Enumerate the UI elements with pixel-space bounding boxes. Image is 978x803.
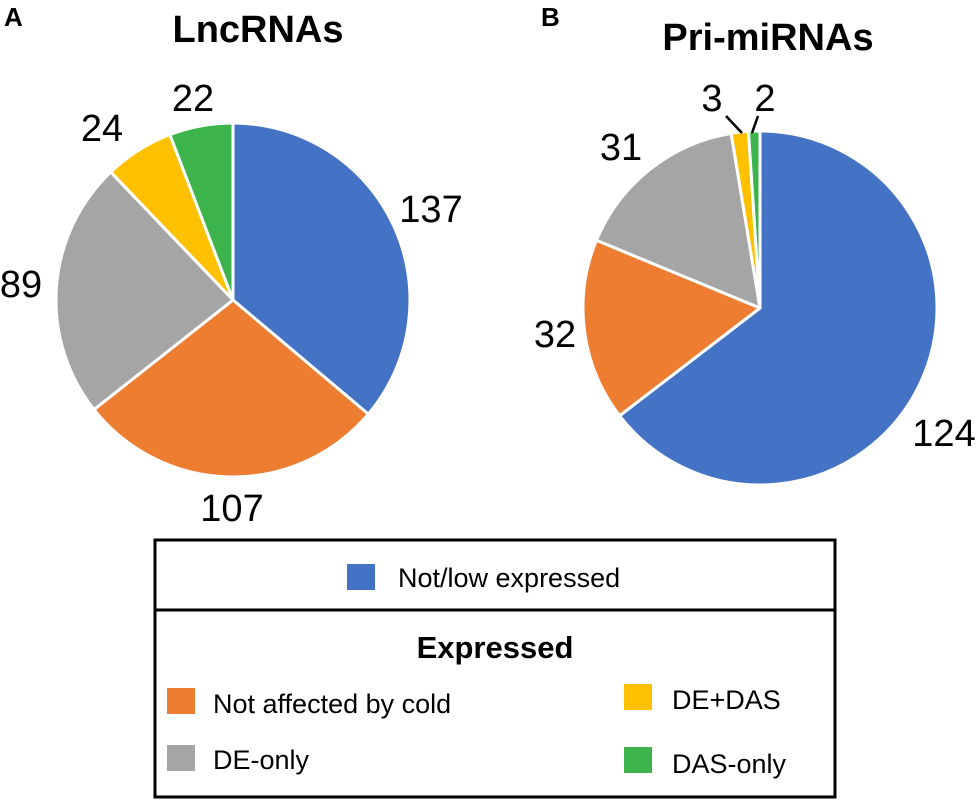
legend-swatch-not-affected-by-cold [167, 688, 195, 714]
legend-label-not-low-expressed: Not/low expressed [398, 563, 620, 593]
pie-value-label-not-low-expressed: 124 [912, 413, 975, 455]
legend-label-not-affected-by-cold: Not affected by cold [213, 689, 451, 719]
pie-slice-das-only [168, 121, 235, 302]
legend-heading-expressed: Expressed [417, 630, 574, 665]
legend-swatch-das-only [624, 747, 652, 773]
pie-value-label-not-affected-by-cold: 32 [534, 314, 576, 356]
legend-swatch-de-das [624, 684, 652, 710]
pie-chart-pri-mirnas: 124 32 31 3 2 [534, 78, 976, 487]
pie-slice-de-only [594, 131, 762, 310]
pie-value-label-de-das: 3 [701, 78, 722, 120]
pie-slice-de-only [54, 170, 235, 412]
legend-label-das-only: DAS-only [672, 749, 787, 779]
pie-b-title: Pri-miRNAs [662, 17, 873, 59]
legend-box [153, 538, 837, 799]
panel-b-letter: B [541, 2, 560, 32]
panel-a-letter: A [4, 2, 23, 32]
legend-swatch-de-only [167, 745, 195, 771]
pie-value-label-das-only: 22 [172, 78, 214, 120]
pie-slice-das-only [746, 129, 762, 310]
pie-leader-line-de-das [725, 115, 743, 134]
pie-a-title: LncRNAs [172, 9, 343, 51]
legend-swatch-not-low-expressed [347, 564, 375, 590]
pie-value-label-de-only: 89 [0, 264, 42, 306]
pie-value-label-not-low-expressed: 137 [399, 189, 462, 231]
pie-slice-not-low-expressed [618, 129, 939, 487]
pie-value-label-de-das: 24 [81, 108, 123, 150]
pie-value-label-not-affected-by-cold: 107 [200, 488, 263, 530]
pie-chart-lncrnas: 137 107 89 24 22 [0, 78, 463, 530]
pie-slice-not-affected-by-cold [581, 238, 762, 418]
legend: Not/low expressed Expressed Not affected… [153, 538, 837, 799]
pie-slice-not-low-expressed [231, 121, 412, 416]
pie-leader-line-das-only [750, 115, 760, 134]
legend-label-de-only: DE-only [213, 745, 310, 775]
pie-slice-not-affected-by-cold [92, 298, 370, 479]
pie-value-label-das-only: 2 [754, 78, 775, 120]
pie-value-label-de-only: 31 [600, 127, 642, 169]
legend-label-de-das: DE+DAS [672, 685, 781, 715]
